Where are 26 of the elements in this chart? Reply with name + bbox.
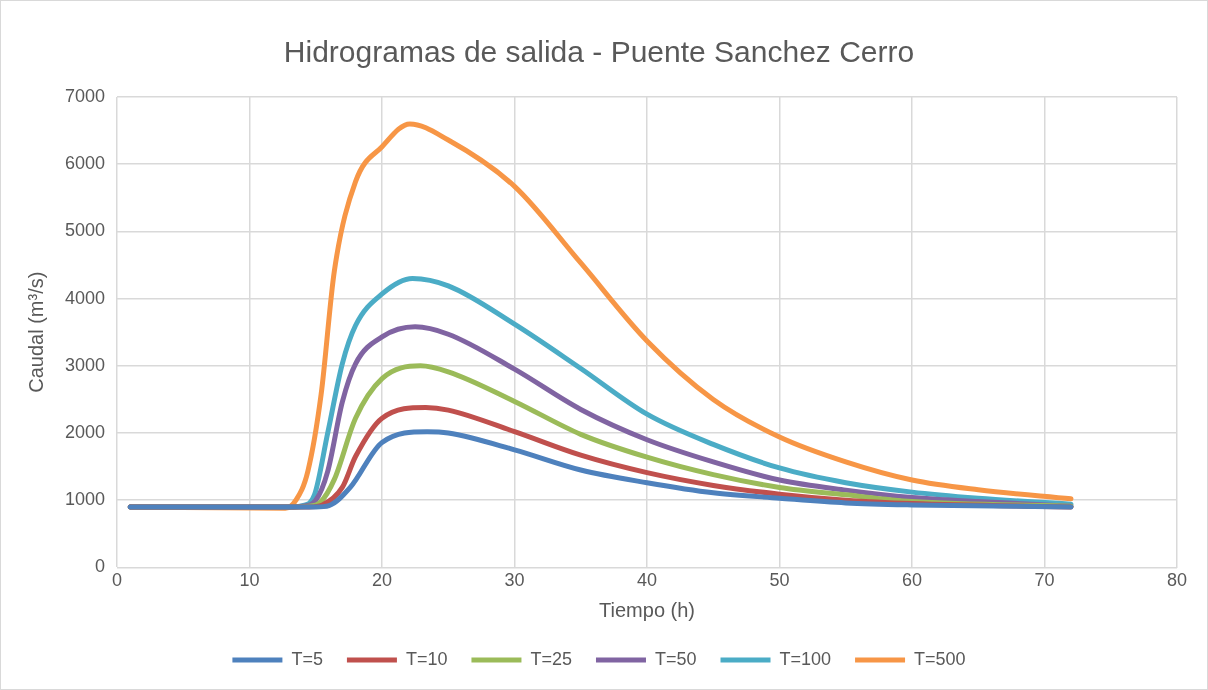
y-axis-title: Caudal (m³/s) <box>24 271 47 393</box>
y-tick-label: 7000 <box>65 85 106 106</box>
y-tick-label: 2000 <box>65 421 106 442</box>
legend-label: T=500 <box>914 648 966 669</box>
x-tick-label: 40 <box>637 570 658 591</box>
y-tick-label: 6000 <box>65 153 106 174</box>
y-tick-label: 5000 <box>65 220 106 241</box>
x-tick-label: 70 <box>1034 570 1055 591</box>
chart-title: Hidrogramas de salida - Puente Sanchez Cerro <box>283 35 915 69</box>
x-tick-label: 30 <box>504 570 525 591</box>
legend-label: T=50 <box>654 648 697 669</box>
x-tick-label: 80 <box>1166 570 1188 591</box>
legend-label: T=5 <box>291 648 323 669</box>
x-tick-label: 20 <box>372 570 393 591</box>
x-tick-label: 60 <box>902 570 923 591</box>
y-tick-label: 1000 <box>65 489 106 510</box>
x-tick-label: 0 <box>112 570 123 591</box>
y-tick-label: 3000 <box>65 354 106 375</box>
x-axis-title: Tiempo (h) <box>599 598 695 621</box>
x-tick-label: 50 <box>769 570 790 591</box>
legend-label: T=100 <box>779 648 832 669</box>
y-tick-label: 4000 <box>65 287 106 308</box>
legend-label: T=25 <box>530 648 572 669</box>
y-tick-label: 0 <box>95 556 106 577</box>
legend-label: T=10 <box>405 648 448 669</box>
x-tick-label: 10 <box>239 570 260 591</box>
